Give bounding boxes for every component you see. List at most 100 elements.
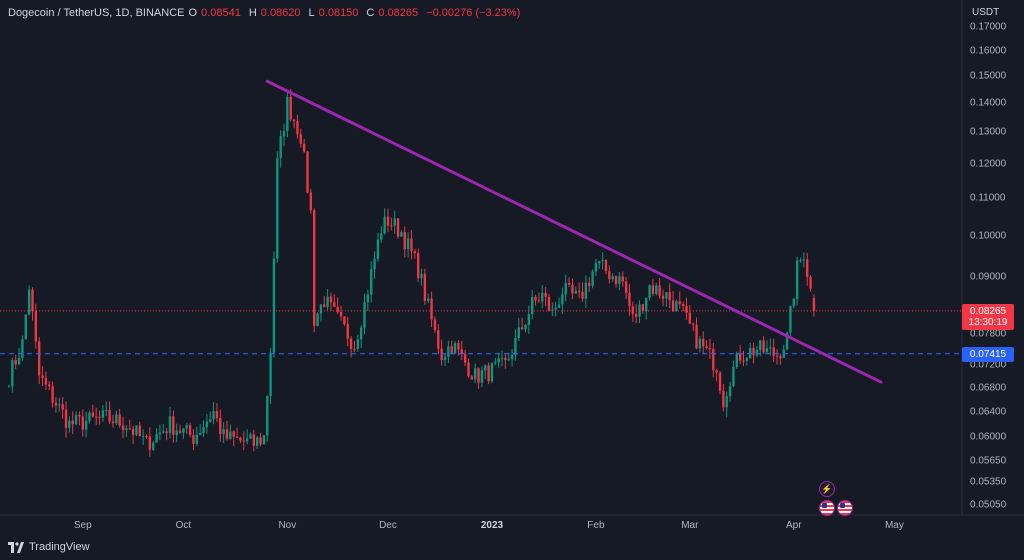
candle-body — [370, 269, 373, 295]
candle — [668, 283, 671, 309]
candle-body — [279, 136, 282, 159]
candle — [457, 340, 460, 356]
candle-body — [31, 289, 34, 312]
candle — [775, 348, 779, 365]
symbol-title[interactable]: Dogecoin / TetherUS, 1D, BINANCE — [8, 7, 185, 19]
candle — [121, 416, 125, 439]
candle — [95, 407, 98, 425]
candle — [564, 274, 567, 302]
candle — [514, 329, 517, 361]
candle — [433, 316, 437, 333]
candle-body — [272, 258, 276, 353]
candle — [125, 424, 128, 437]
candle-body — [158, 432, 162, 435]
candle — [487, 362, 490, 385]
candle — [24, 314, 27, 340]
candle — [356, 334, 359, 352]
candle-body — [487, 365, 490, 382]
candle-body — [416, 253, 420, 279]
candle — [175, 423, 178, 443]
candle — [802, 252, 806, 268]
candle — [51, 381, 54, 408]
candle-body — [527, 313, 531, 325]
candle — [524, 323, 527, 333]
lightning-icon[interactable]: ⚡ — [819, 481, 835, 497]
tradingview-logo[interactable]: TradingView — [8, 541, 90, 553]
candle-body — [742, 360, 745, 362]
candle — [467, 358, 470, 378]
time-tick-label: Feb — [587, 520, 605, 531]
candle-body — [68, 420, 71, 428]
candle — [168, 406, 172, 439]
candle — [108, 401, 111, 425]
candle-body — [668, 292, 671, 301]
candle — [799, 257, 802, 263]
trendline[interactable] — [265, 79, 883, 384]
candle-body — [618, 276, 621, 284]
candle — [111, 414, 115, 428]
change-value: −0.00276 (−3.23%) — [426, 7, 521, 19]
candle-body — [752, 347, 755, 356]
candle-body — [21, 339, 24, 358]
candle — [276, 151, 279, 263]
candle-body — [78, 414, 81, 417]
us-flag-icon[interactable] — [819, 500, 835, 516]
candle-body — [470, 376, 474, 380]
candle-body — [71, 420, 74, 425]
candle — [772, 338, 775, 363]
candle-body — [349, 338, 353, 349]
candle — [386, 208, 390, 233]
price-tick-label: 0.10000 — [970, 230, 1007, 242]
price-tick-label: 0.15000 — [970, 70, 1007, 82]
candle-body — [403, 232, 406, 250]
candle-body — [145, 436, 148, 438]
candle — [460, 340, 463, 361]
time-tick-label: Dec — [379, 520, 397, 531]
candle — [624, 277, 628, 300]
candle-body — [101, 410, 105, 418]
candle-body — [477, 368, 480, 383]
candle — [406, 232, 410, 258]
candle-body — [497, 358, 500, 363]
candle-body — [604, 259, 608, 272]
candle-body — [779, 356, 782, 359]
candle-body — [614, 276, 618, 284]
candle-body — [323, 304, 326, 308]
candle-body — [749, 347, 752, 359]
time-tick-label: Nov — [278, 520, 297, 531]
candle — [534, 294, 537, 306]
candle-body — [259, 437, 262, 445]
candle-body — [225, 429, 229, 439]
candle-body — [504, 357, 507, 361]
us-flag-icon[interactable] — [837, 500, 853, 516]
candle-body — [574, 290, 577, 294]
price-tick-label: 0.06000 — [970, 431, 1007, 443]
candle-body — [628, 292, 631, 307]
price-axis-unit[interactable]: USDT — [972, 7, 1000, 18]
candle-body — [594, 263, 598, 272]
candle-body — [584, 282, 588, 299]
candle-body — [51, 386, 54, 403]
candle-body — [359, 327, 363, 340]
candle — [601, 252, 604, 270]
candle — [427, 293, 430, 304]
candle-body — [795, 260, 799, 299]
candle-body — [655, 285, 658, 294]
candle-body — [336, 306, 339, 312]
horizontal-level-price-tag: 0.07415 — [962, 346, 1014, 362]
candle — [232, 430, 235, 447]
candle-body — [675, 301, 678, 312]
candle-body — [450, 346, 453, 353]
candle-body — [74, 414, 78, 425]
candle-body — [205, 421, 209, 428]
candle-body — [567, 283, 571, 285]
candle-body — [759, 340, 762, 351]
candle — [88, 410, 91, 424]
candle — [430, 291, 433, 328]
candle-body — [433, 319, 437, 331]
candle — [343, 316, 346, 326]
open-label: O — [188, 7, 198, 19]
candle-body — [611, 276, 614, 280]
candle-body — [316, 313, 319, 326]
